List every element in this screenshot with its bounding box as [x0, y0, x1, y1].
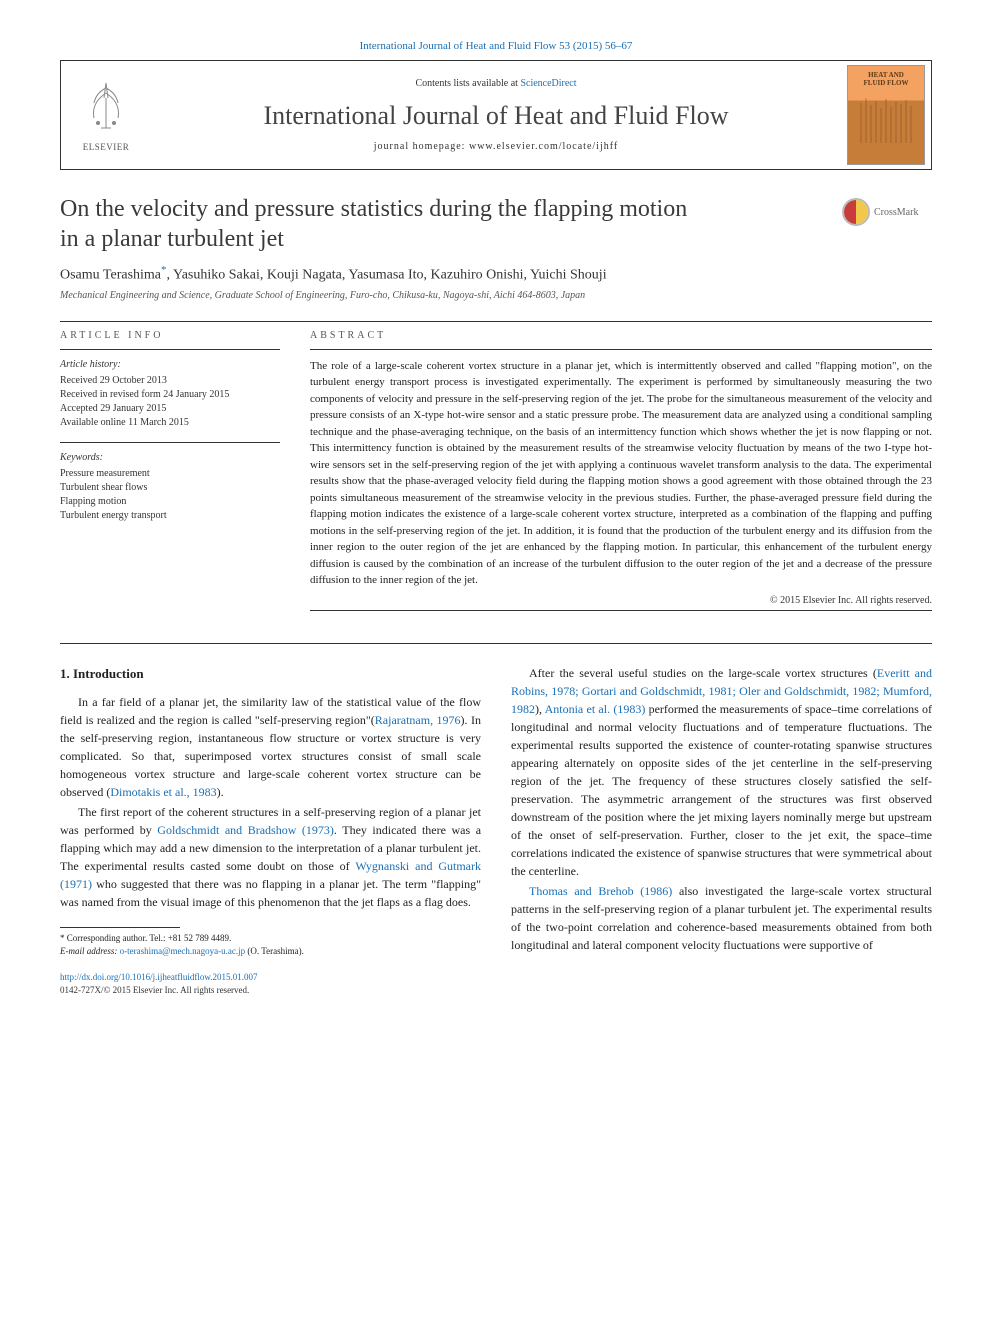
corresponding-footnote: * Corresponding author. Tel.: +81 52 789… — [60, 932, 481, 945]
homepage-url: www.elsevier.com/locate/ijhff — [469, 141, 618, 152]
cover-graphic-icon — [856, 93, 916, 143]
publisher-label: ELSEVIER — [83, 142, 130, 152]
doi-block: http://dx.doi.org/10.1016/j.ijheatfluidf… — [60, 971, 932, 996]
abstract-heading: ABSTRACT — [310, 330, 932, 341]
cover-title-2: FLUID FLOW — [864, 80, 909, 88]
crossmark-icon — [842, 198, 870, 226]
crossmark-badge[interactable]: CrossMark — [842, 198, 932, 226]
email-footnote: E-mail address: o-terashima@mech.nagoya-… — [60, 945, 481, 958]
section-divider — [60, 643, 932, 644]
contents-prefix: Contents lists available at — [415, 78, 520, 89]
history-received: Received 29 October 2013 — [60, 374, 280, 388]
crossmark-label: CrossMark — [874, 207, 918, 218]
affiliation: Mechanical Engineering and Science, Grad… — [60, 290, 932, 301]
keyword-1: Pressure measurement — [60, 467, 280, 481]
sciencedirect-link[interactable]: ScienceDirect — [520, 78, 576, 89]
email-label: E-mail address: — [60, 946, 120, 956]
title-line-1: On the velocity and pressure statistics … — [60, 196, 687, 222]
header-center: Contents lists available at ScienceDirec… — [151, 61, 841, 169]
footnote-divider — [60, 927, 180, 928]
ref-link[interactable]: Rajaratnam, 1976 — [375, 713, 461, 727]
homepage-line: journal homepage: www.elsevier.com/locat… — [159, 141, 833, 152]
article-info: ARTICLE INFO Article history: Received 2… — [60, 330, 280, 619]
body-two-column: 1. Introduction In a far field of a plan… — [60, 664, 932, 958]
para-3: After the several useful studies on the … — [511, 664, 932, 880]
contents-line: Contents lists available at ScienceDirec… — [159, 78, 833, 89]
journal-header: ELSEVIER Contents lists available at Sci… — [60, 60, 932, 170]
citation-header: International Journal of Heat and Fluid … — [60, 40, 932, 52]
abstract: ABSTRACT The role of a large-scale coher… — [310, 330, 932, 619]
divider — [60, 321, 932, 322]
citation-link[interactable]: International Journal of Heat and Fluid … — [360, 40, 633, 52]
author-1: Osamu Terashima — [60, 268, 161, 283]
elsevier-tree-icon — [76, 78, 136, 138]
p3-text-b: ), — [535, 702, 545, 716]
publisher-logo: ELSEVIER — [61, 61, 151, 169]
para-2: The first report of the coherent structu… — [60, 803, 481, 911]
ref-link[interactable]: Thomas and Brehob (1986) — [529, 884, 672, 898]
ref-link[interactable]: Goldschmidt and Bradshow (1973) — [157, 823, 334, 837]
p1-text-c: ). — [217, 785, 224, 799]
section-heading: 1. Introduction — [60, 664, 481, 684]
title-line-2: in a planar turbulent jet — [60, 226, 284, 252]
issn-line: 0142-727X/© 2015 Elsevier Inc. All right… — [60, 985, 249, 995]
para-4: Thomas and Brehob (1986) also investigat… — [511, 882, 932, 954]
keyword-3: Flapping motion — [60, 495, 280, 509]
authors-rest: , Yasuhiko Sakai, Kouji Nagata, Yasumasa… — [167, 268, 607, 283]
history-heading: Article history: — [60, 358, 280, 372]
p3-text-a: After the several useful studies on the … — [529, 666, 877, 680]
keyword-4: Turbulent energy transport — [60, 509, 280, 523]
email-suffix: (O. Terashima). — [245, 946, 304, 956]
homepage-prefix: journal homepage: — [374, 141, 469, 152]
keywords-heading: Keywords: — [60, 451, 280, 465]
abstract-text: The role of a large-scale coherent vorte… — [310, 358, 932, 589]
journal-name: International Journal of Heat and Fluid … — [159, 101, 833, 131]
ref-link[interactable]: Dimotakis et al., 1983 — [110, 785, 216, 799]
doi-link[interactable]: http://dx.doi.org/10.1016/j.ijheatfluidf… — [60, 972, 258, 982]
history-revised: Received in revised form 24 January 2015 — [60, 388, 280, 402]
p3-text-c: performed the measurements of space–time… — [511, 702, 932, 878]
journal-cover: HEAT AND FLUID FLOW — [841, 61, 931, 169]
article-info-heading: ARTICLE INFO — [60, 330, 280, 341]
para-1: In a far field of a planar jet, the simi… — [60, 693, 481, 801]
email-link[interactable]: o-terashima@mech.nagoya-u.ac.jp — [120, 946, 246, 956]
p2-text-c: who suggested that there was no flapping… — [60, 877, 481, 909]
history-online: Available online 11 March 2015 — [60, 416, 280, 430]
article-title: On the velocity and pressure statistics … — [60, 194, 830, 254]
history-accepted: Accepted 29 January 2015 — [60, 402, 280, 416]
keyword-2: Turbulent shear flows — [60, 481, 280, 495]
authors: Osamu Terashima*, Yasuhiko Sakai, Kouji … — [60, 264, 932, 284]
abstract-copyright: © 2015 Elsevier Inc. All rights reserved… — [310, 595, 932, 606]
ref-link[interactable]: Antonia et al. (1983) — [545, 702, 646, 716]
